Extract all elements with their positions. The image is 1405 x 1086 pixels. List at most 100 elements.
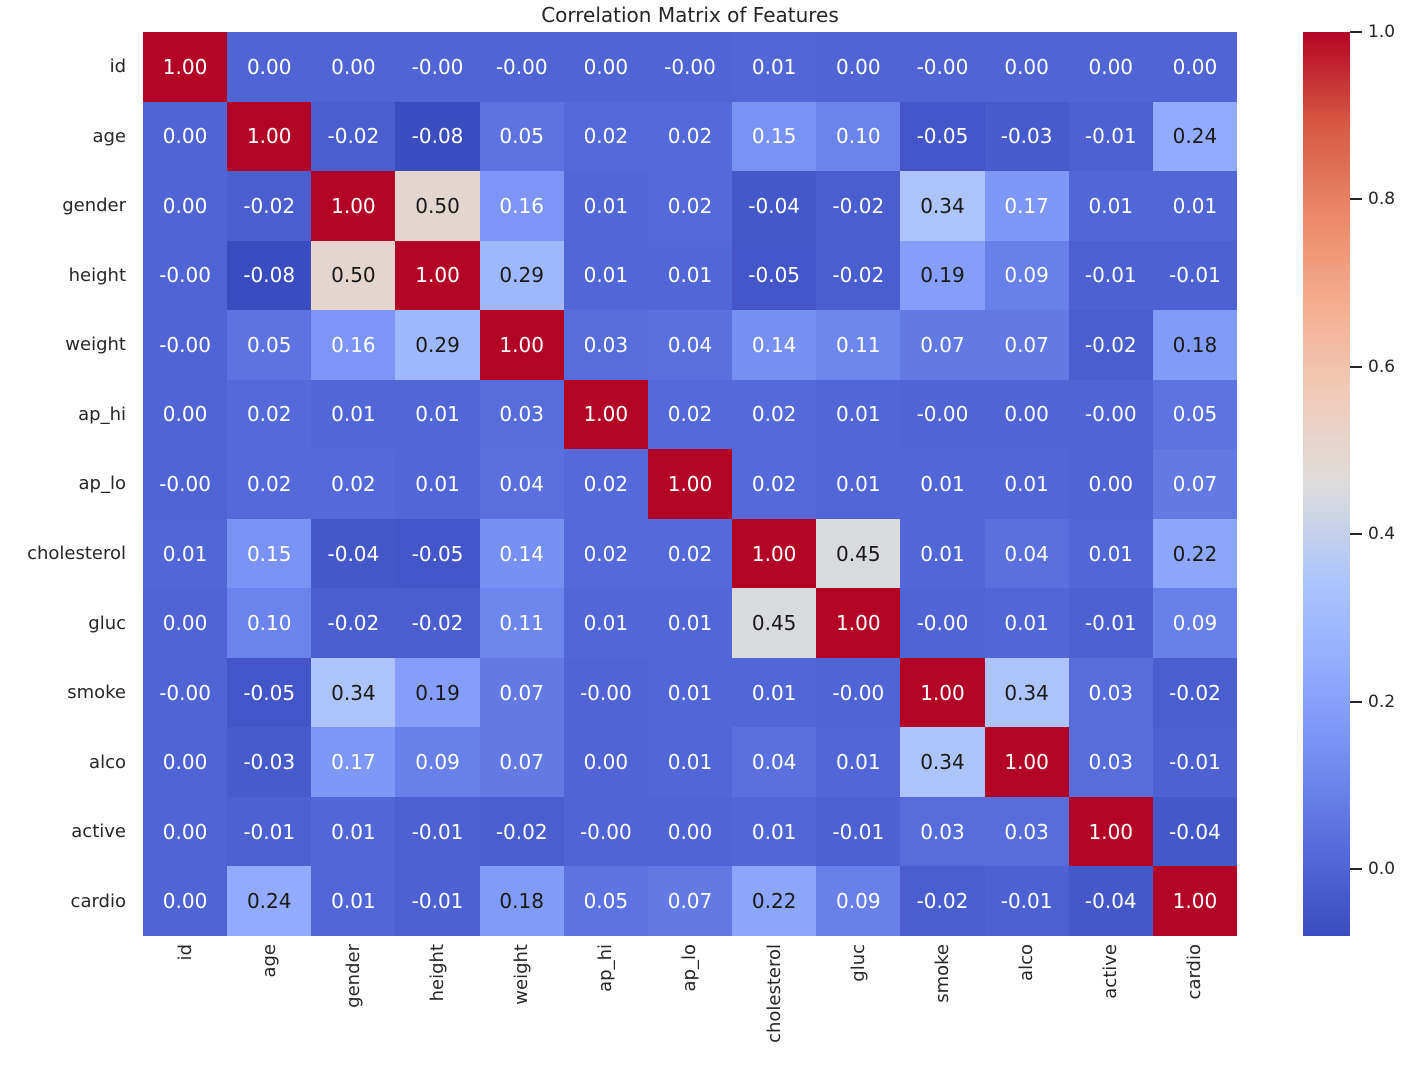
heatmap-cell-age-ap_hi: 0.02	[563, 101, 648, 172]
heatmap-cell-weight-gluc: 0.11	[816, 310, 901, 380]
heatmap-cell-id-cardio: 0.00	[1152, 32, 1237, 102]
heatmap-cell-active-age: -0.01	[227, 796, 312, 867]
heatmap-cell-cardio-height: -0.01	[395, 866, 480, 936]
heatmap-cell-gluc-gender: -0.02	[311, 588, 396, 658]
colorbar-tick-0.4	[1350, 533, 1362, 536]
heatmap-cell-id-ap_lo: -0.00	[647, 32, 733, 102]
heatmap-cell-id-height: -0.00	[395, 32, 480, 102]
heatmap-cell-cardio-id: 0.00	[143, 866, 228, 936]
heatmap-cell-cardio-smoke: -0.02	[900, 866, 985, 936]
row-label-ap_hi: ap_hi	[78, 403, 126, 425]
heatmap-cell-smoke-id: -0.00	[143, 657, 228, 728]
heatmap-cell-height-ap_lo: 0.01	[647, 240, 733, 311]
heatmap-cell-cholesterol-alco: 0.04	[984, 518, 1069, 589]
heatmap-cell-gluc-gluc: 1.00	[816, 588, 901, 658]
col-label-ap_lo: ap_lo	[679, 944, 701, 992]
heatmap-cell-gender-gluc: -0.02	[816, 171, 901, 241]
heatmap-cell-alco-weight: 0.07	[479, 727, 564, 797]
heatmap-cell-gender-smoke: 0.34	[900, 171, 985, 241]
colorbar-tick-label-0.2: 0.2	[1368, 691, 1396, 712]
heatmap-cell-height-weight: 0.29	[479, 240, 564, 311]
heatmap-cell-ap_lo-height: 0.01	[395, 449, 480, 519]
heatmap-cell-height-age: -0.08	[227, 240, 312, 311]
heatmap-cell-cholesterol-active: 0.01	[1068, 518, 1153, 589]
heatmap-cell-cardio-age: 0.24	[227, 866, 312, 936]
heatmap-cell-cardio-ap_hi: 0.05	[563, 866, 648, 936]
heatmap-cell-gluc-active: -0.01	[1068, 588, 1153, 658]
heatmap-cell-gender-active: 0.01	[1068, 171, 1153, 241]
heatmap-cell-id-gluc: 0.00	[816, 32, 901, 102]
heatmap-cell-id-active: 0.00	[1068, 32, 1153, 102]
heatmap-cell-height-gluc: -0.02	[816, 240, 901, 311]
heatmap-cell-ap_lo-age: 0.02	[227, 449, 312, 519]
colorbar-tick-1.0	[1350, 31, 1362, 33]
col-label-gluc: gluc	[847, 944, 869, 982]
heatmap-cell-weight-gender: 0.16	[311, 310, 396, 380]
colorbar-tick-label-0.6: 0.6	[1368, 356, 1396, 377]
col-label-cardio: cardio	[1184, 944, 1206, 1000]
heatmap-cell-gluc-alco: 0.01	[984, 588, 1069, 658]
heatmap-cell-id-ap_hi: 0.00	[563, 32, 648, 102]
heatmap-cell-age-age: 1.00	[227, 101, 312, 172]
heatmap-cell-gluc-age: 0.10	[227, 588, 312, 658]
heatmap-cell-ap_hi-smoke: -0.00	[900, 379, 985, 450]
heatmap-cell-cardio-active: -0.04	[1068, 866, 1153, 936]
heatmap-cell-cardio-gender: 0.01	[311, 866, 396, 936]
heatmap-cell-ap_hi-ap_lo: 0.02	[647, 379, 733, 450]
heatmap-cell-gender-cholesterol: -0.04	[732, 171, 817, 241]
heatmap-cell-smoke-age: -0.05	[227, 657, 312, 728]
colorbar-tick-label-0.4: 0.4	[1368, 524, 1396, 545]
heatmap-cell-smoke-cholesterol: 0.01	[732, 657, 817, 728]
heatmap-cell-gender-height: 0.50	[395, 171, 480, 241]
row-label-age: age	[92, 125, 126, 147]
col-label-weight: weight	[511, 944, 533, 1005]
heatmap-cell-cholesterol-gluc: 0.45	[816, 518, 901, 589]
heatmap-cell-active-alco: 0.03	[984, 796, 1069, 867]
heatmap-cell-ap_hi-active: -0.00	[1068, 379, 1153, 450]
heatmap-cell-age-ap_lo: 0.02	[647, 101, 733, 172]
heatmap-cell-smoke-gender: 0.34	[311, 657, 396, 728]
heatmap-cell-gender-age: -0.02	[227, 171, 312, 241]
col-label-smoke: smoke	[931, 944, 953, 1003]
heatmap-cell-smoke-alco: 0.34	[984, 657, 1069, 728]
heatmap-cell-smoke-ap_hi: -0.00	[563, 657, 648, 728]
y-axis-labels: id age gender height weight ap_hi ap_lo cholest…	[0, 32, 126, 936]
heatmap-cell-alco-gluc: 0.01	[816, 727, 901, 797]
row-label-gluc: gluc	[88, 612, 126, 634]
heatmap-cell-cholesterol-cardio: 0.22	[1152, 518, 1237, 589]
heatmap-cell-ap_hi-gluc: 0.01	[816, 379, 901, 450]
col-label-age: age	[258, 944, 280, 978]
col-label-active: active	[1100, 944, 1122, 999]
heatmap-cell-alco-age: -0.03	[227, 727, 312, 797]
heatmap-cell-gluc-ap_hi: 0.01	[563, 588, 648, 658]
heatmap-cell-cholesterol-weight: 0.14	[479, 518, 564, 589]
row-label-active: active	[71, 821, 126, 843]
heatmap-cell-alco-cholesterol: 0.04	[732, 727, 817, 797]
heatmap-cell-cholesterol-gender: -0.04	[311, 518, 396, 589]
heatmap-cell-height-height: 1.00	[395, 240, 480, 311]
chart-title: Correlation Matrix of Features	[541, 3, 839, 27]
heatmap-cell-smoke-weight: 0.07	[479, 657, 564, 728]
row-label-ap_lo: ap_lo	[78, 473, 126, 495]
heatmap-cell-weight-id: -0.00	[143, 310, 228, 380]
heatmap-cell-gluc-smoke: -0.00	[900, 588, 985, 658]
heatmap-cell-gluc-cardio: 0.09	[1152, 588, 1237, 658]
heatmap-cell-ap_lo-gluc: 0.01	[816, 449, 901, 519]
heatmap-cell-height-alco: 0.09	[984, 240, 1069, 311]
colorbar-tick-0.2	[1350, 700, 1362, 703]
heatmap-cell-weight-weight: 1.00	[479, 310, 564, 380]
heatmap-cell-cholesterol-id: 0.01	[143, 518, 228, 589]
col-label-id: id	[174, 944, 196, 961]
heatmap-cell-height-ap_hi: 0.01	[563, 240, 648, 311]
heatmap-cell-height-gender: 0.50	[311, 240, 396, 311]
col-label-gender: gender	[342, 944, 364, 1008]
colorbar-tick-0.8	[1350, 198, 1362, 201]
heatmap-cell-height-smoke: 0.19	[900, 240, 985, 311]
heatmap-cell-ap_lo-ap_hi: 0.02	[563, 449, 648, 519]
heatmap-cell-id-age: 0.00	[227, 32, 312, 102]
heatmap-cell-age-cholesterol: 0.15	[732, 101, 817, 172]
heatmap-cell-alco-ap_lo: 0.01	[647, 727, 733, 797]
heatmap-cell-ap_hi-gender: 0.01	[311, 379, 396, 450]
row-label-smoke: smoke	[67, 682, 126, 704]
heatmap-cell-weight-height: 0.29	[395, 310, 480, 380]
